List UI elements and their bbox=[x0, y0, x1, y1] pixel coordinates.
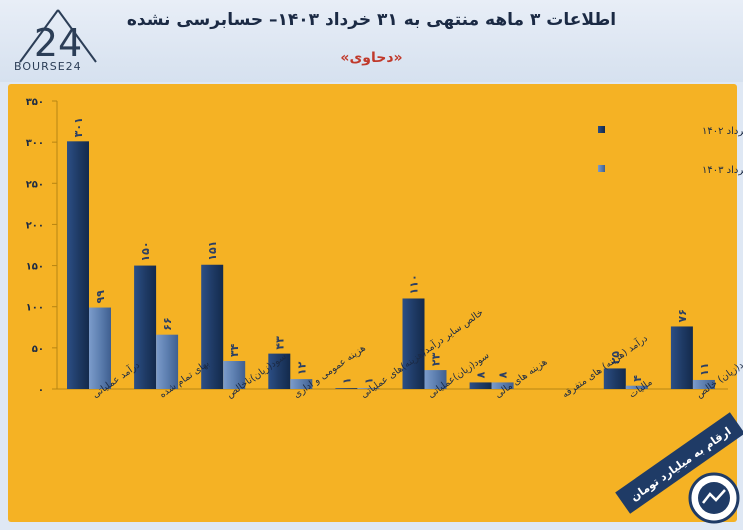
legend-swatch-1403 bbox=[598, 165, 605, 172]
chart-title: اطلاعات ۳ ماهه منتهی به ۳۱ خرداد ۱۴۰۳– ح… bbox=[126, 10, 617, 30]
y-tick-label: ۱۵۰ bbox=[26, 262, 44, 273]
bar-value-label: ۴۳ bbox=[273, 336, 286, 350]
bar-value-label: ۱۵۱ bbox=[206, 241, 219, 261]
y-tick-label: ۲۵۰ bbox=[26, 179, 44, 190]
bar-1402 bbox=[603, 368, 626, 389]
units-ribbon bbox=[615, 412, 743, 514]
bar-1403 bbox=[290, 379, 313, 389]
units-badge: ارقام به میلیارد تومان bbox=[615, 412, 743, 524]
trend-arrow-icon bbox=[702, 489, 726, 504]
logo-mark: 24 bbox=[34, 21, 82, 65]
bar-1402 bbox=[268, 353, 291, 389]
bar-value-label: ۱۲ bbox=[295, 361, 308, 375]
bar-1403 bbox=[625, 385, 648, 389]
bar-value-label: ۱۱۰ bbox=[408, 274, 421, 294]
bar-1403 bbox=[692, 379, 715, 389]
y-tick-label: ۵۰ bbox=[32, 344, 44, 355]
bar-1403 bbox=[491, 382, 514, 389]
legend-swatch-1402 bbox=[598, 126, 605, 133]
bar-1403 bbox=[156, 334, 179, 389]
header: 24 BOURSE24 اطلاعات ۳ ماهه منتهی به ۳۱ خ… bbox=[0, 0, 743, 82]
bar-1403 bbox=[223, 361, 246, 389]
bar-1402 bbox=[469, 382, 492, 389]
bar-value-label: ۳۰۱ bbox=[72, 117, 85, 137]
bar-value-label: ۱۵۰ bbox=[139, 241, 152, 261]
logo-text: BOURSE24 bbox=[14, 60, 82, 73]
bar-value-label: ۳۴ bbox=[228, 343, 241, 357]
bar-1403 bbox=[357, 388, 380, 389]
bar-value-label: ۷۶ bbox=[676, 309, 689, 322]
bar-1402 bbox=[670, 326, 693, 389]
bar-value-label: ۲۵ bbox=[609, 351, 622, 365]
y-tick-label: ۰ bbox=[38, 385, 44, 396]
y-tick-label: ۳۵۰ bbox=[26, 97, 44, 108]
bar-1402 bbox=[335, 388, 358, 389]
bar-1402 bbox=[134, 265, 157, 389]
bar-value-label: ۹۹ bbox=[94, 290, 107, 304]
bar-1402 bbox=[67, 141, 89, 389]
bar-value-label: ۱ bbox=[340, 377, 353, 384]
y-tick-label: ۲۰۰ bbox=[26, 220, 44, 231]
bar-value-label: ۸ bbox=[497, 371, 510, 378]
bourse24-logo: 24 bbox=[19, 9, 97, 65]
bar-value-label: ۲۳ bbox=[430, 352, 443, 366]
bar-1402 bbox=[201, 264, 224, 389]
bar-1403 bbox=[424, 370, 447, 389]
chart-subtitle: «دحاوی» bbox=[340, 50, 403, 66]
bar-1403 bbox=[89, 307, 111, 389]
bar-value-label: ۴ bbox=[631, 375, 644, 382]
bar-1402 bbox=[402, 298, 425, 389]
legend-label-1402: عملکرد منتهی به خرداد ۱۴۰۲ bbox=[702, 126, 743, 137]
bar-value-label: ۶۶ bbox=[161, 317, 174, 330]
chart-panel bbox=[8, 84, 737, 522]
bar-value-label: ۱۱ bbox=[698, 363, 711, 376]
legend-label-1403: عملکرد منتهی به خرداد ۱۴۰۳ bbox=[702, 165, 743, 176]
y-tick-label: ۳۰۰ bbox=[26, 138, 44, 149]
bar-value-label: ۱ bbox=[362, 377, 375, 384]
bar-value-label: ۸ bbox=[475, 371, 488, 378]
y-tick-label: ۱۰۰ bbox=[26, 303, 44, 314]
